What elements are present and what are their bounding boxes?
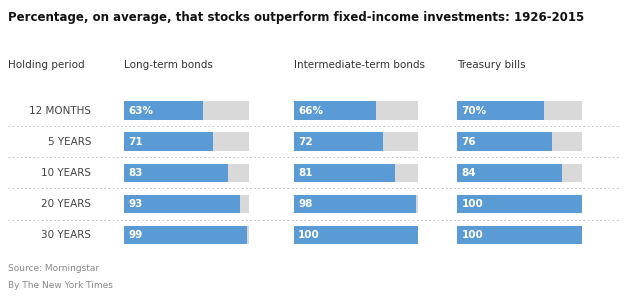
FancyBboxPatch shape [294,195,416,213]
FancyBboxPatch shape [294,226,418,244]
FancyBboxPatch shape [294,195,418,213]
FancyBboxPatch shape [294,226,418,244]
Text: 84: 84 [462,168,476,178]
FancyBboxPatch shape [457,101,582,120]
FancyBboxPatch shape [124,164,249,182]
Text: 30 YEARS: 30 YEARS [41,230,91,240]
FancyBboxPatch shape [294,133,384,151]
FancyBboxPatch shape [124,226,247,244]
Text: 100: 100 [462,199,484,209]
Text: 20 YEARS: 20 YEARS [41,199,91,209]
FancyBboxPatch shape [124,101,249,120]
FancyBboxPatch shape [294,164,418,182]
FancyBboxPatch shape [124,226,249,244]
Text: 76: 76 [462,137,476,147]
Text: 12 MONTHS: 12 MONTHS [29,106,91,116]
FancyBboxPatch shape [294,164,394,182]
FancyBboxPatch shape [294,133,418,151]
Text: Holding period: Holding period [8,60,84,70]
Text: 81: 81 [298,168,313,178]
Text: 98: 98 [298,199,313,209]
FancyBboxPatch shape [457,226,582,244]
Text: 100: 100 [298,230,320,240]
Text: Intermediate-term bonds: Intermediate-term bonds [294,60,425,70]
FancyBboxPatch shape [457,164,561,182]
FancyBboxPatch shape [457,133,551,151]
FancyBboxPatch shape [457,195,582,213]
Text: 71: 71 [129,137,143,147]
Text: 63%: 63% [129,106,154,116]
Text: 72: 72 [298,137,313,147]
Text: Source: Morningstar: Source: Morningstar [8,264,99,273]
Text: 83: 83 [129,168,143,178]
FancyBboxPatch shape [124,133,249,151]
Text: 70%: 70% [462,106,487,116]
Text: By The New York Times: By The New York Times [8,281,112,290]
FancyBboxPatch shape [457,133,582,151]
Text: 100: 100 [462,230,484,240]
FancyBboxPatch shape [124,195,249,213]
FancyBboxPatch shape [457,164,582,182]
Text: Percentage, on average, that stocks outperform fixed-income investments: 1926-20: Percentage, on average, that stocks outp… [8,11,584,24]
FancyBboxPatch shape [457,226,582,244]
FancyBboxPatch shape [294,101,376,120]
FancyBboxPatch shape [457,101,544,120]
FancyBboxPatch shape [294,101,418,120]
FancyBboxPatch shape [124,133,213,151]
Text: 99: 99 [129,230,143,240]
Text: Treasury bills: Treasury bills [457,60,526,70]
Text: 93: 93 [129,199,143,209]
FancyBboxPatch shape [124,164,227,182]
FancyBboxPatch shape [457,195,582,213]
Text: Long-term bonds: Long-term bonds [124,60,214,70]
FancyBboxPatch shape [124,101,203,120]
Text: 66%: 66% [298,106,323,116]
Text: 10 YEARS: 10 YEARS [41,168,91,178]
Text: 5 YEARS: 5 YEARS [48,137,91,147]
FancyBboxPatch shape [124,195,240,213]
